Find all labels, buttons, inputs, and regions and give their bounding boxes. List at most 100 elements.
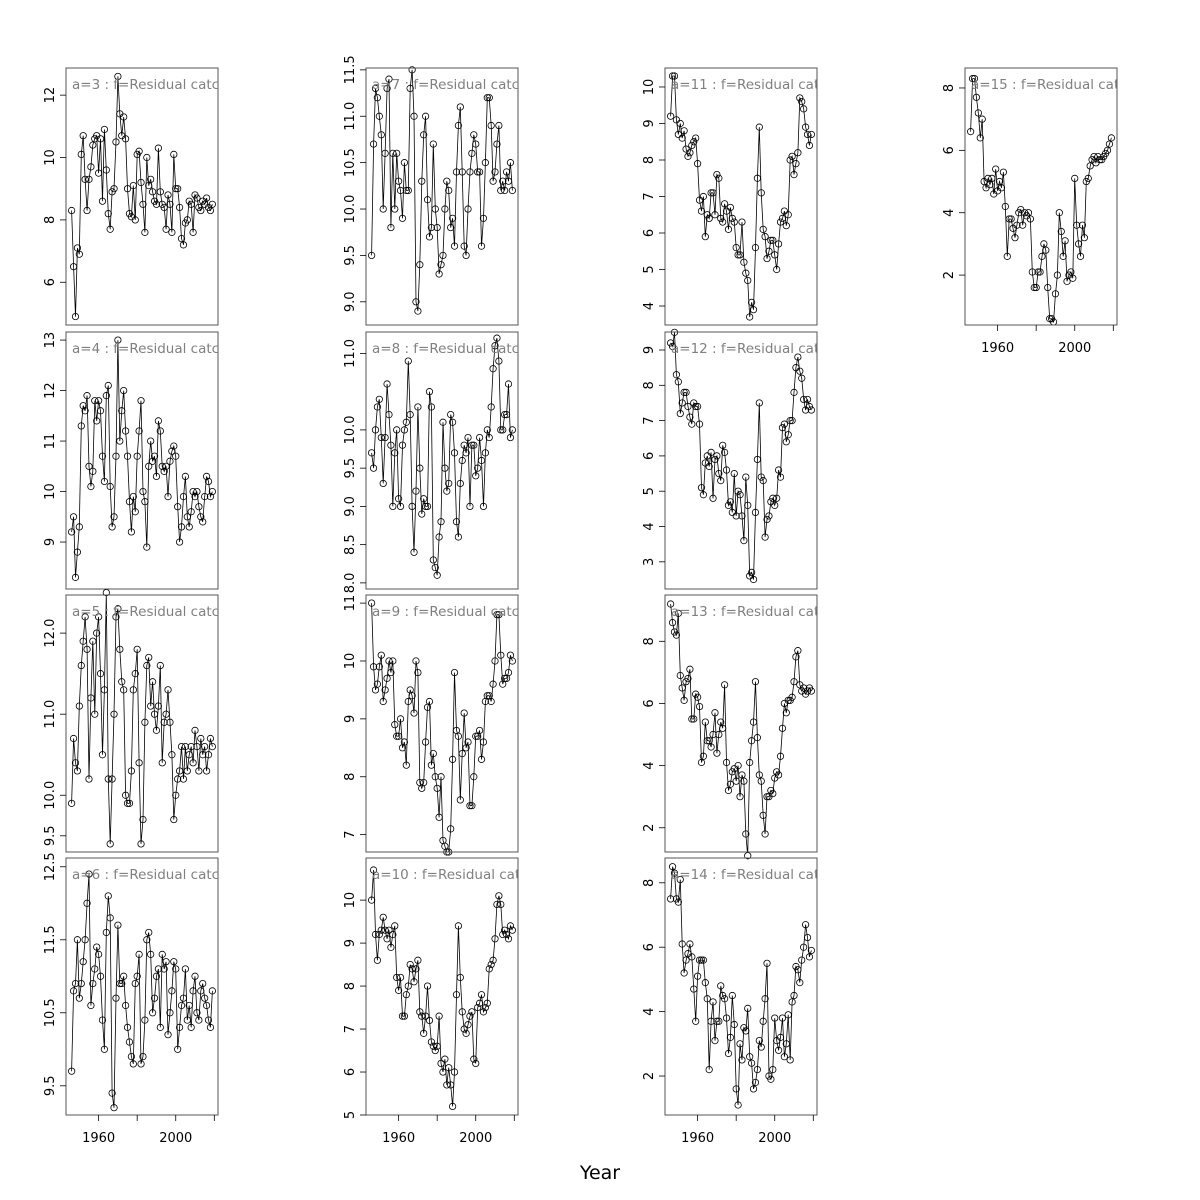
data-point [460,1025,468,1033]
data-point [769,789,777,798]
data-point [162,710,170,718]
data-point [154,417,162,425]
data-point [788,417,796,425]
y-tick-label: 9 [43,538,58,546]
data-point [141,498,149,506]
data-point [699,192,708,201]
data-point [177,743,186,751]
data-point [734,1101,742,1109]
data-point [420,495,428,503]
data-point [208,200,216,208]
data-point [508,186,516,195]
data-point [181,743,189,751]
data-point [794,966,802,974]
data-point [110,185,118,193]
data-point [711,455,719,464]
panel: a=4 : f=Residual catc 9 10 11 12 13 [43,331,219,590]
data-point [433,1042,441,1050]
data-point [383,935,391,943]
panel: a=8 : f=Residual catc 8.0 8.5 9.0 9.5 10.0 11.… [343,331,519,593]
data-point [765,247,773,255]
data-point [158,759,166,767]
data-point [98,452,107,460]
data-point [106,225,114,233]
data-point [160,203,168,212]
data-point [201,493,209,501]
data-point [369,464,378,472]
data-point [123,799,132,807]
data-point [761,830,769,838]
data-point [502,168,511,176]
data-point [122,427,130,435]
data-point [493,900,501,909]
panel: a=12 : f=Residual catc 3 4 5 6 7 8 9 [642,328,818,590]
data-point [375,112,383,120]
panel-frame [365,857,519,1116]
data-point [404,186,412,195]
data-point [379,697,387,706]
panel: a=3 : f=Residual catc 6 8 10 12 [43,67,219,326]
data-point [383,380,391,388]
data-point [381,686,389,694]
data-point [396,715,405,723]
data-point [414,956,422,964]
data-point [688,141,696,149]
series-line [371,603,513,852]
x-tick-label: 2000 [459,1131,492,1146]
data-point [131,979,139,988]
data-point [395,177,403,185]
data-point [748,568,756,577]
data-point [695,420,704,428]
data-point [709,998,717,1006]
data-point [1036,268,1044,276]
data-point [757,473,765,481]
data-point [472,732,480,740]
data-point [771,1014,779,1022]
data-point [784,1011,792,1019]
data-point [202,767,211,775]
panel-title: a=6 : f=Residual catc [72,867,219,883]
data-point [127,528,135,536]
data-point [788,693,796,701]
data-point [778,1014,787,1022]
data-point [75,250,83,258]
data-point [93,629,101,637]
data-point [393,973,401,982]
data-point [721,681,729,689]
data-point [414,307,422,315]
data-point [204,477,213,486]
data-point [744,276,752,285]
data-point [406,411,414,419]
data-point [422,502,430,510]
x-axis-label: Year [579,1162,620,1184]
data-point [485,94,493,102]
data-point [1055,209,1063,217]
data-point [445,479,453,488]
data-point [156,188,164,196]
data-point [133,452,141,460]
data-point [763,959,771,967]
data-point [379,479,387,488]
data-point [129,1060,137,1068]
data-point [87,1001,95,1010]
data-point [506,159,515,167]
data-point [763,254,771,263]
data-point [83,899,91,907]
panel: a=14 : f=Residual catc 2 4 6 8 1960 2000 [642,857,818,1146]
y-tick-label: 9.0 [343,496,358,517]
data-point [1074,240,1083,248]
data-point [495,892,503,900]
data-point [719,441,727,449]
data-point [694,160,702,168]
data-point [400,159,409,167]
data-point [972,93,981,101]
y-tick-label: 2 [642,1072,657,1080]
data-point [780,420,788,428]
data-point [368,251,376,260]
data-point [420,131,428,139]
data-point [172,965,180,973]
data-point [678,399,686,407]
data-point [487,403,495,411]
data-point [381,926,389,934]
panel-frame [664,331,818,590]
